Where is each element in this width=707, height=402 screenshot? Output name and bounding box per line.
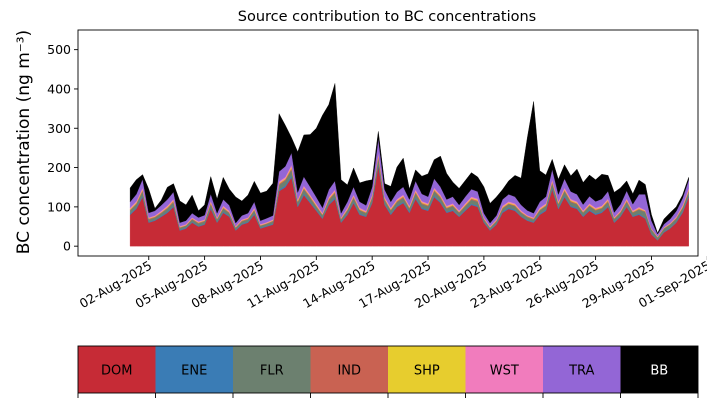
plot-area: 010020030040050002-Aug-202505-Aug-202508… (47, 29, 707, 311)
legend-label-ind: IND (337, 364, 361, 379)
legend-swatch-ene (155, 346, 233, 393)
legend-label-flr: FLR (260, 364, 284, 379)
y-tick-label-100: 100 (47, 199, 71, 214)
legend-label-dom: DOM (101, 364, 132, 379)
y-tick-label-200: 200 (47, 160, 71, 175)
legend-swatch-shp (388, 346, 466, 393)
area-series-bb (129, 83, 689, 235)
y-tick-label-0: 0 (63, 239, 71, 254)
axes-frame (77, 29, 699, 257)
legend-label-ene: ENE (181, 364, 207, 379)
legend-swatch-tra (543, 346, 621, 393)
legend-label-bb: BB (650, 364, 668, 379)
legend-swatch-dom (78, 346, 156, 393)
legend-swatch-flr (233, 346, 311, 393)
y-axis-label: BC concentration (ng m⁻³) (14, 30, 34, 254)
y-tick-label-400: 400 (47, 81, 71, 96)
legend-label-wst: WST (490, 364, 519, 379)
legend-swatch-ind (310, 346, 388, 393)
source-legend-colorbar: DOM ENE FLR IND SHP WST TRA BB (77, 345, 699, 398)
y-tick-label-500: 500 (47, 42, 71, 57)
chart-title: Source contribution to BC concentrations (238, 9, 536, 25)
legend-swatch-wst (465, 346, 543, 393)
legend-label-shp: SHP (414, 364, 440, 379)
y-tick-label-300: 300 (47, 121, 71, 136)
legend-label-tra: TRA (568, 364, 594, 379)
legend-swatch-bb (620, 346, 698, 393)
